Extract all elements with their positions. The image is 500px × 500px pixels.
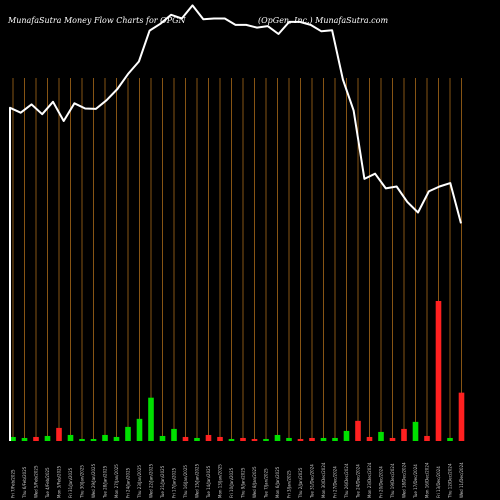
volume-bar	[171, 428, 177, 441]
x-axis-labels: Fri 7/Feb/2025 Thu 6/Feb/2025 Wed 5/Feb/20…	[11, 462, 465, 499]
volume-bar	[297, 438, 304, 441]
x-tick-label: Wed 5/Feb/2025	[34, 465, 39, 498]
x-tick-label: Fri 7/Feb/2025	[11, 469, 16, 498]
volume-bar	[332, 437, 338, 441]
volume-bar	[424, 435, 430, 441]
volume-bar	[378, 431, 384, 441]
volume-bar	[136, 418, 143, 441]
volume-bar	[217, 436, 223, 441]
x-tick-label: Tue 24/Dec/2024	[356, 464, 361, 499]
volume-bar	[343, 430, 350, 441]
volume-bar	[67, 434, 74, 441]
x-tick-label: Tue 31/Dec/2024	[310, 464, 315, 499]
x-tick-label: Thu 6/Feb/2025	[22, 466, 27, 499]
x-tick-label: Tue 21/Jan/2025	[160, 465, 165, 499]
x-tick-label: Tue 28/Jan/2025	[103, 465, 108, 499]
x-tick-label: Thu 16/Jan/2025	[183, 465, 188, 499]
x-tick-label: Wed 15/Jan/2025	[195, 463, 200, 498]
x-tick-label: Mon 23/Dec/2024	[367, 462, 372, 498]
volume-bar	[320, 437, 327, 441]
x-tick-label: Fri 27/Dec/2024	[333, 466, 338, 498]
volume-bar	[90, 438, 97, 441]
volume-bar	[159, 435, 166, 441]
volume-bar	[251, 438, 258, 441]
x-tick-label: Thu 12/Dec/2024	[448, 463, 453, 499]
x-tick-label: Mon 30/Dec/2024	[321, 462, 326, 498]
x-tick-label: Mon 13/Jan/2025	[218, 464, 223, 498]
x-tick-label: Fri 31/Jan/2025	[68, 467, 73, 498]
volume-bar	[10, 436, 16, 441]
x-tick-label: Tue 7/Jan/2025	[264, 468, 269, 499]
x-tick-label: Thu 30/Jan/2025	[80, 465, 85, 499]
x-tick-label: Tue 14/Jan/2025	[206, 465, 211, 499]
volume-bar	[113, 436, 120, 441]
volume-bar	[458, 392, 465, 441]
volume-bar	[182, 436, 189, 441]
x-tick-label: Mon 16/Dec/2024	[425, 462, 430, 498]
x-tick-label: Thu 2/Jan/2025	[298, 467, 303, 499]
x-tick-label: Fri 17/Jan/2025	[172, 467, 177, 498]
x-tick-label: Thu 9/Jan/2025	[241, 467, 246, 499]
volume-bar	[286, 437, 292, 441]
volume-bar	[125, 426, 131, 441]
x-tick-label: Wed 29/Jan/2025	[91, 463, 96, 498]
x-tick-label: Fri 13/Dec/2024	[436, 466, 441, 498]
volume-bar	[355, 420, 361, 441]
volume-bar	[228, 438, 235, 441]
volume-bar	[205, 434, 212, 441]
volume-bar	[435, 301, 442, 441]
volume-bar	[401, 428, 407, 441]
x-tick-label: Mon 6/Jan/2025	[275, 466, 280, 498]
volume-bar	[309, 437, 315, 441]
volume-bar	[389, 437, 396, 441]
volume-bars	[10, 301, 465, 441]
volume-bar	[263, 438, 269, 441]
x-tick-label: Tue 17/Dec/2024	[413, 464, 418, 499]
volume-bar	[148, 397, 154, 441]
x-tick-label: Thu 26/Dec/2024	[344, 463, 349, 499]
volume-bar	[79, 438, 85, 441]
x-tick-label: Wed 11/Dec/2024	[459, 462, 464, 498]
volume-bar	[56, 427, 62, 441]
x-tick-label: Thu 23/Jan/2025	[137, 465, 142, 499]
volume-bar	[21, 437, 28, 441]
chart-title: MunafaSutra Money Flow Charts for OPGN	[7, 16, 186, 25]
x-tick-label: Fri 3/Jan/2025	[287, 470, 292, 498]
volume-bar	[240, 437, 246, 441]
volume-bar	[194, 437, 200, 441]
price-line	[9, 4, 462, 441]
chart-subtitle: (OpGen, Inc.) MunafaSutra.com	[258, 16, 388, 25]
volume-bar	[102, 434, 108, 441]
x-tick-label: Mon 3/Feb/2025	[57, 465, 62, 498]
volume-bar	[274, 434, 281, 441]
x-tick-label: Wed 18/Dec/2024	[402, 462, 407, 498]
x-tick-label: Thu 19/Dec/2024	[390, 463, 395, 499]
grid-lines	[12, 78, 462, 441]
volume-bar	[366, 436, 373, 441]
x-tick-label: Wed 22/Jan/2025	[149, 463, 154, 498]
volume-bar	[33, 436, 39, 441]
x-tick-label: Fri 24/Jan/2025	[126, 467, 131, 498]
volume-bar	[412, 421, 419, 441]
x-tick-label: Fri 20/Dec/2024	[379, 466, 384, 498]
volume-bar	[44, 435, 51, 441]
x-tick-label: Fri 10/Jan/2025	[229, 467, 234, 498]
volume-bar	[447, 437, 453, 441]
x-tick-label: Tue 4/Feb/2025	[45, 467, 50, 499]
x-tick-label: Mon 27/Jan/2025	[114, 464, 119, 498]
x-tick-label: Wed 8/Jan/2025	[252, 466, 257, 498]
price-line-layer	[9, 4, 462, 441]
